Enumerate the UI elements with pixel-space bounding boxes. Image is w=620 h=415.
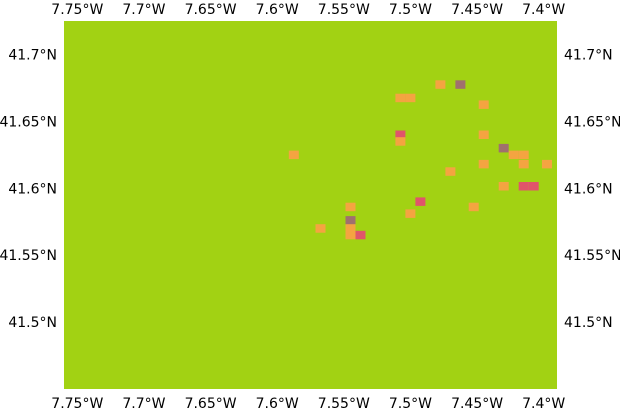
bottom-longitude-labels: 7.75°W 7.7°W 7.65°W 7.6°W 7.55°W 7.5°W 7… — [51, 396, 565, 412]
bottom-lon-label: 7.45°W — [451, 396, 503, 411]
bottom-lon-label: 7.75°W — [51, 396, 103, 411]
raster-cell-orange — [508, 150, 519, 160]
raster-cell-red — [415, 197, 426, 206]
left-latitude-labels: 41.7°N 41.65°N 41.6°N 41.55°N 41.5°N — [0, 48, 57, 332]
bottom-lon-label: 7.65°W — [185, 396, 237, 411]
raster-cell-orange — [518, 150, 529, 160]
left-lat-label: 41.5°N — [8, 315, 57, 331]
top-lon-label: 7.65°W — [185, 2, 237, 18]
raster-cell-orange — [405, 93, 416, 103]
raster-cell-red — [528, 182, 539, 191]
right-lat-label: 41.5°N — [564, 315, 613, 331]
raster-cell-orange — [478, 159, 489, 169]
left-lat-label: 41.6°N — [8, 181, 57, 197]
top-lon-label: 7.55°W — [318, 2, 370, 18]
bottom-lon-label: 7.55°W — [318, 396, 370, 411]
raster-cells-layer — [288, 80, 552, 240]
left-lat-label: 41.65°N — [0, 114, 57, 130]
raster-cell-orange — [315, 224, 326, 233]
right-lat-label: 41.55°N — [564, 248, 620, 264]
bottom-lon-label: 7.7°W — [122, 396, 165, 411]
raster-cell-orange — [478, 100, 489, 109]
bottom-lon-label: 7.6°W — [256, 396, 299, 411]
raster-cell-orange — [345, 202, 356, 212]
raster-cell-red — [355, 230, 366, 240]
raster-cell-orange — [435, 80, 446, 89]
raster-cell-orange — [288, 150, 299, 160]
bottom-lon-label: 7.4°W — [522, 396, 565, 411]
map-background — [64, 21, 557, 389]
left-lat-label: 41.55°N — [0, 248, 57, 264]
raster-cell-orange — [345, 230, 356, 240]
top-lon-label: 7.75°W — [51, 2, 103, 18]
raster-cell-orange — [445, 167, 456, 176]
raster-cell-orange — [498, 182, 509, 191]
top-lon-label: 7.5°W — [389, 2, 432, 18]
raster-cell-orange — [478, 130, 489, 139]
left-lat-label: 41.7°N — [8, 48, 57, 64]
raster-cell-purple — [455, 80, 466, 89]
raster-cell-purple — [498, 143, 509, 153]
top-longitude-labels: 7.75°W 7.7°W 7.65°W 7.6°W 7.55°W 7.5°W 7… — [51, 2, 565, 18]
raster-cell-red — [395, 130, 406, 139]
top-lon-label: 7.45°W — [451, 2, 503, 18]
raster-cell-orange — [395, 137, 406, 146]
raster-cell-purple — [345, 216, 356, 225]
right-lat-label: 41.7°N — [564, 48, 613, 64]
raster-cell-orange — [518, 159, 529, 169]
right-lat-label: 41.65°N — [564, 114, 620, 130]
right-latitude-labels: 41.7°N 41.65°N 41.6°N 41.55°N 41.5°N — [564, 48, 620, 332]
right-lat-label: 41.6°N — [564, 181, 613, 197]
raster-cell-red — [518, 182, 529, 191]
raster-cell-orange — [542, 159, 552, 169]
raster-cell-orange — [345, 224, 356, 233]
raster-cell-orange — [405, 209, 416, 218]
top-lon-label: 7.6°W — [256, 2, 299, 18]
bottom-lon-label: 7.5°W — [389, 396, 432, 411]
raster-cell-orange — [468, 202, 479, 212]
top-lon-label: 7.7°W — [122, 2, 165, 18]
raster-cell-orange — [395, 93, 406, 103]
top-lon-label: 7.4°W — [522, 2, 565, 18]
